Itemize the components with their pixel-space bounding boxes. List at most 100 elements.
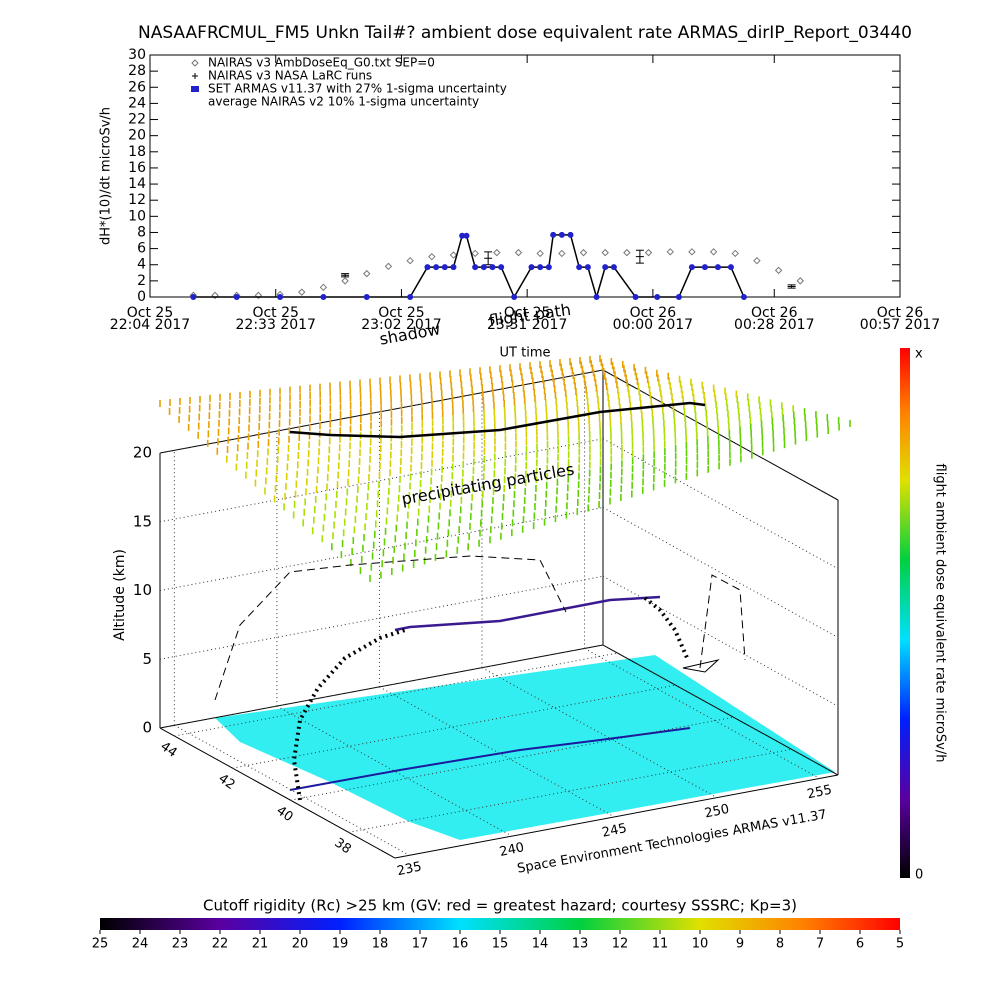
grid-line xyxy=(602,438,839,570)
data-point xyxy=(489,264,496,271)
y-tick-label: 44 xyxy=(157,739,179,761)
grid-line xyxy=(159,575,604,660)
data-point xyxy=(602,264,609,271)
colorbar-title: Cutoff rigidity (Rc) >25 km (GV: red = g… xyxy=(203,897,797,915)
data-point xyxy=(688,248,696,256)
data-point xyxy=(740,294,747,300)
data-point xyxy=(514,248,523,257)
data-point xyxy=(714,264,721,271)
x-tick-label: Oct 25 22:33 2017 xyxy=(235,305,316,333)
data-point xyxy=(558,231,565,238)
x-axis-label: UT time xyxy=(500,346,551,361)
y-tick-label: 26 xyxy=(128,79,146,95)
y-tick-label: 4 xyxy=(137,257,146,273)
error-bar xyxy=(787,284,796,289)
data-point xyxy=(493,248,501,257)
data-point xyxy=(644,248,653,257)
data-point xyxy=(709,248,718,256)
data-point xyxy=(701,264,708,271)
x-tick-label: 250 xyxy=(703,802,730,822)
data-point xyxy=(528,264,535,271)
data-point xyxy=(498,264,505,271)
error-bar xyxy=(635,249,644,264)
flight-paths xyxy=(214,401,746,801)
data-point xyxy=(567,231,574,238)
z-tick-label: 10 xyxy=(133,581,152,599)
data-point xyxy=(233,294,240,300)
ground xyxy=(215,655,835,840)
data-point xyxy=(610,264,617,271)
legend-symbol xyxy=(192,73,198,79)
flight-path xyxy=(394,595,661,632)
x-tick-label: Oct 25 23:02 2017 xyxy=(361,305,442,333)
data-point xyxy=(441,264,448,271)
box-edge xyxy=(159,644,604,729)
y-tick-label: 28 xyxy=(128,63,146,79)
data-point xyxy=(463,232,470,239)
y-tick-label: 8 xyxy=(137,224,146,240)
data-point xyxy=(654,294,661,300)
y-tick-label: 18 xyxy=(128,144,146,160)
colorbar-tick-label: 17 xyxy=(412,937,429,952)
dashed-curve xyxy=(699,574,746,669)
axes-3d: 0 5 10 15 20 235 240 245 250 255 44 42 40 38 xyxy=(133,369,839,879)
data-point xyxy=(298,288,306,296)
data-point xyxy=(593,294,600,300)
legend-label: average NAIRAS v2 10% 1-sigma uncertaint… xyxy=(208,95,479,109)
z-axis-label: Altitude (km) xyxy=(112,549,128,641)
colorbar-tick-label: 12 xyxy=(612,937,629,952)
x-tick-label: 255 xyxy=(806,783,833,803)
data-point xyxy=(558,249,566,258)
y-tick-label: 38 xyxy=(332,835,354,857)
data-point xyxy=(753,256,761,265)
error-bar xyxy=(341,273,350,278)
y-tick-label: 12 xyxy=(128,192,146,208)
data-point xyxy=(545,264,552,271)
y-tick-label: 22 xyxy=(128,112,146,128)
data-point xyxy=(449,251,458,259)
legend-label: NAIRAS v3 AmbDoseEq_G0.txt SEP=0 xyxy=(208,56,435,70)
data-point xyxy=(579,248,588,257)
z-tick-label: 5 xyxy=(142,650,152,668)
data-point xyxy=(319,283,328,292)
legend-label: NAIRAS v3 NASA LaRC runs xyxy=(208,69,372,83)
plot-frame xyxy=(149,54,901,298)
data-point xyxy=(363,294,370,300)
colorbar-tick-label: 19 xyxy=(332,937,349,952)
y-tick-label: 2 xyxy=(137,273,146,289)
data-point xyxy=(536,249,544,258)
ground-map xyxy=(215,655,835,840)
y-axis-label: dH*(10)/dt microSv/h xyxy=(99,107,114,245)
data-point xyxy=(688,264,695,271)
colorbar-tick-label: 10 xyxy=(692,937,709,952)
colorbar-tick-label: 22 xyxy=(212,937,229,952)
data-point xyxy=(511,294,518,300)
y-tick-label: 14 xyxy=(128,176,146,192)
x-tick-label: 240 xyxy=(498,840,525,860)
grid-line xyxy=(602,644,839,776)
y-tick-label: 16 xyxy=(128,160,146,176)
data-point xyxy=(601,248,609,257)
x-tick-label: Oct 26 00:28 2017 xyxy=(734,305,815,333)
y-tick-label: 24 xyxy=(128,95,146,111)
marker-box xyxy=(682,659,720,673)
data-point xyxy=(320,294,327,300)
colorbar-tick-label: 16 xyxy=(452,937,469,952)
data-point xyxy=(472,264,479,271)
colorbar-right xyxy=(900,348,910,878)
data-point xyxy=(774,266,783,275)
data-point xyxy=(584,264,591,271)
grid-line xyxy=(379,686,615,818)
annotation: precipitating particles xyxy=(400,459,576,508)
colorbar-tick-label: 11 xyxy=(652,937,669,952)
data-point xyxy=(459,232,466,239)
data-point xyxy=(424,264,431,271)
colorbar-tick-label: 25 xyxy=(92,937,109,952)
colorbar-tick-label: 24 xyxy=(132,937,149,952)
colorbar-tick-label: 6 xyxy=(856,937,864,952)
data-point xyxy=(632,294,639,300)
y-tick-label: 0 xyxy=(137,289,146,305)
data-point xyxy=(407,294,414,300)
